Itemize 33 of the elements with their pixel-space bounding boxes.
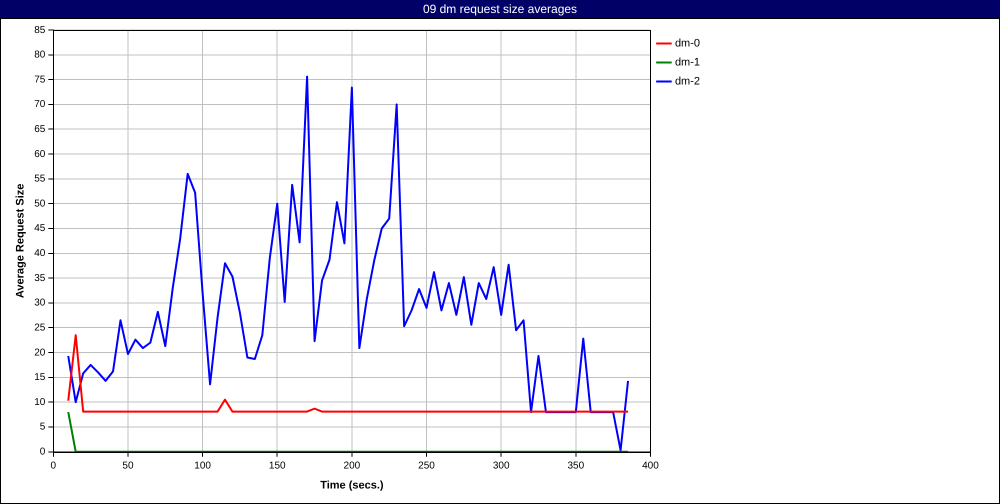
y-tick-label: 35 xyxy=(34,272,46,284)
x-tick-label: 400 xyxy=(642,460,660,472)
y-tick-label: 75 xyxy=(34,74,46,86)
x-axis-title: Time (secs.) xyxy=(320,479,384,492)
y-tick-label: 40 xyxy=(34,248,46,260)
chart-title: 09 dm request size averages xyxy=(0,0,1000,18)
y-tick-label: 20 xyxy=(34,347,46,358)
y-tick-label: 0 xyxy=(40,446,46,458)
y-tick-label: 50 xyxy=(34,198,46,210)
x-tick-label: 250 xyxy=(418,460,436,472)
y-tick-label: 60 xyxy=(34,148,46,160)
x-tick-label: 50 xyxy=(122,460,134,472)
y-tick-label: 5 xyxy=(40,422,46,433)
y-tick-label: 10 xyxy=(34,396,46,408)
y-tick-label: 85 xyxy=(34,24,46,36)
y-axis-title: Average Request Size xyxy=(14,184,27,298)
y-tick-label: 30 xyxy=(34,298,46,309)
y-tick-label: 65 xyxy=(34,124,46,135)
y-tick-label: 80 xyxy=(34,50,46,61)
y-tick-label: 15 xyxy=(34,372,46,384)
y-tick-label: 45 xyxy=(34,223,46,234)
y-tick-label: 55 xyxy=(34,174,46,185)
y-tick-label: 70 xyxy=(34,99,46,110)
x-tick-label: 300 xyxy=(492,460,510,472)
legend-label: dm-0 xyxy=(674,38,700,50)
x-tick-label: 100 xyxy=(194,460,212,472)
legend-label: dm-1 xyxy=(674,56,700,69)
x-tick-label: 200 xyxy=(344,460,361,472)
x-tick-label: 150 xyxy=(268,460,286,472)
legend-label: dm-2 xyxy=(674,76,700,88)
y-tick-label: 25 xyxy=(34,322,46,334)
x-tick-label: 0 xyxy=(50,460,57,472)
x-tick-label: 350 xyxy=(567,460,585,472)
